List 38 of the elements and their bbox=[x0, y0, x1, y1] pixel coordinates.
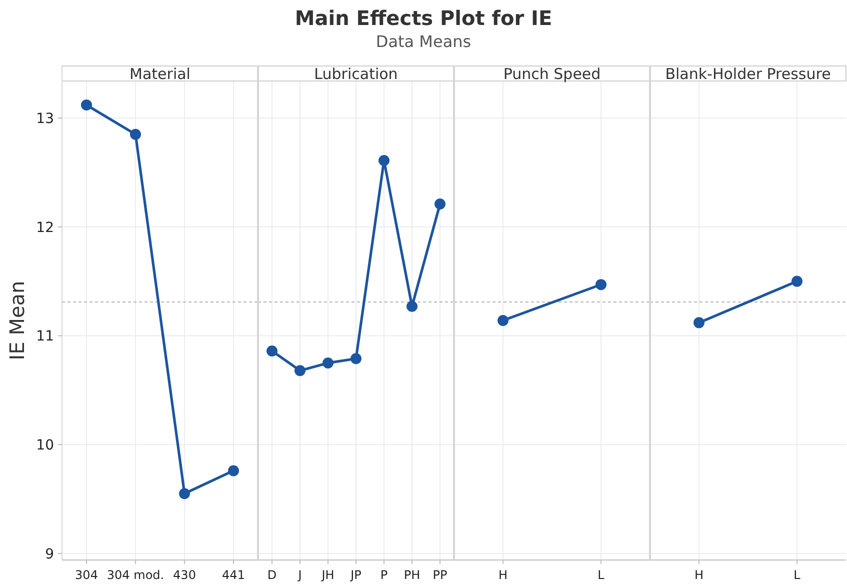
x-tick-label: H bbox=[694, 568, 704, 582]
x-tick-label: L bbox=[598, 568, 605, 582]
chart-subtitle: Data Means bbox=[376, 32, 472, 51]
point bbox=[266, 345, 278, 356]
x-tick-label: H bbox=[498, 568, 508, 582]
x-tick-label: L bbox=[794, 568, 801, 582]
point bbox=[179, 488, 190, 500]
x-tick-label: P bbox=[380, 568, 388, 582]
x-tick-label: 430 bbox=[173, 568, 196, 582]
x-tick-label: 441 bbox=[222, 568, 245, 582]
point bbox=[130, 128, 141, 140]
x-axis-title: Material bbox=[130, 65, 190, 83]
y-tick-label: 9 bbox=[45, 546, 54, 562]
x-tick-label: D bbox=[267, 568, 277, 582]
y-axis-title: IE Mean bbox=[5, 280, 29, 360]
x-tick-label: PP bbox=[432, 568, 448, 582]
x-axis-title: Punch Speed bbox=[503, 65, 601, 83]
y-tick-label: 12 bbox=[36, 220, 54, 236]
x-axis-title: Lubrication bbox=[314, 65, 398, 83]
point bbox=[81, 99, 92, 110]
point bbox=[434, 198, 446, 210]
x-tick-label: J bbox=[297, 568, 302, 582]
y-tick-label: 13 bbox=[36, 110, 54, 127]
x-tick-label: PH bbox=[404, 568, 420, 582]
point bbox=[406, 300, 418, 312]
point bbox=[294, 365, 306, 376]
x-tick-label: JP bbox=[350, 568, 362, 582]
y-tick-label: 10 bbox=[36, 438, 54, 454]
y-tick-label: 11 bbox=[36, 328, 54, 345]
x-tick-label: 304 bbox=[75, 568, 98, 582]
chart-title: Main Effects Plot for IE bbox=[294, 6, 552, 30]
point bbox=[322, 357, 334, 368]
x-tick-label: JH bbox=[320, 568, 334, 582]
x-axis-title: Blank-Holder Pressure bbox=[665, 65, 831, 83]
point bbox=[350, 353, 362, 364]
x-tick-label: 304 mod. bbox=[106, 568, 164, 582]
point bbox=[228, 465, 239, 476]
point bbox=[378, 154, 390, 166]
